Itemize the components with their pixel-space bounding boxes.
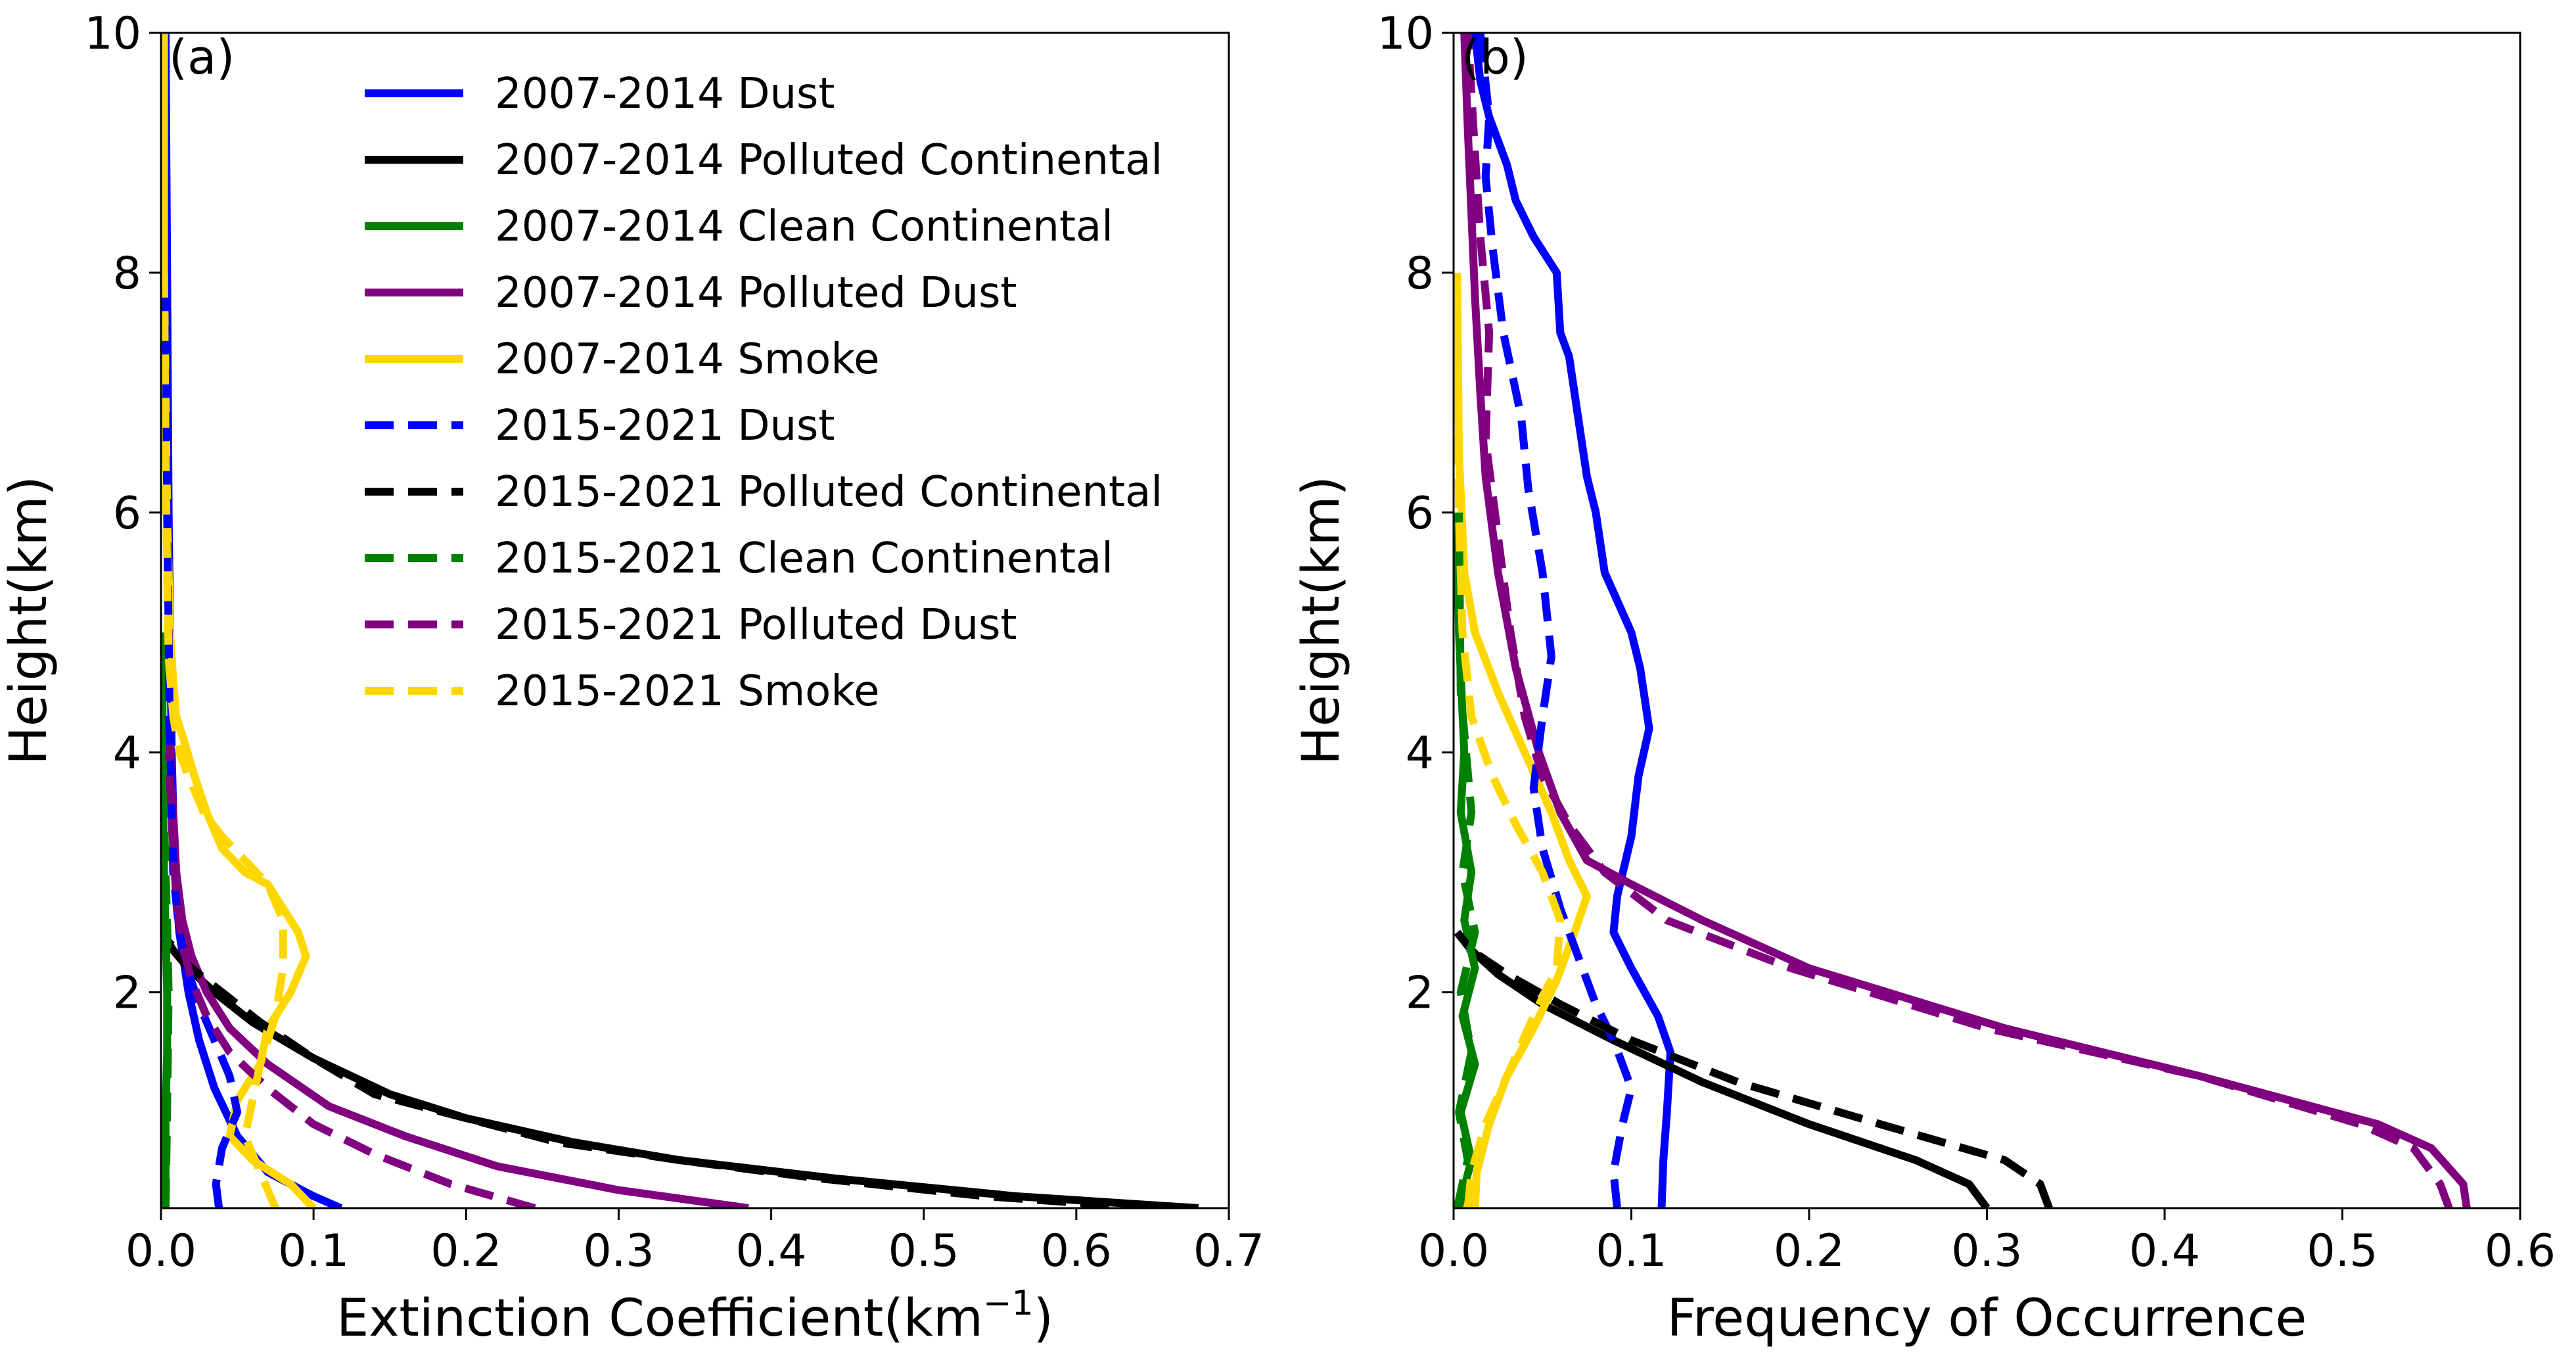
y-tick-label-a: 2 — [113, 968, 141, 1019]
panel-a-x-axis-label: Extinction Coefficient(km−1) — [336, 1284, 1053, 1348]
panel-a-label: (a) — [169, 30, 235, 85]
legend-label: 2015-2021 Clean Continental — [495, 534, 1113, 583]
plot-frame-a — [160, 32, 1230, 1209]
panel-b: 0.0 0.1 0.2 0.3 0.4 0.5 0.6 2 4 6 8 10 (b) Frequenc… — [1292, 8, 2556, 1348]
legend-item-2015-2021-polluted-dust: 2015-2021 Polluted Dust — [365, 601, 1017, 649]
legend-item-2007-2014-dust: 2007-2014 Dust — [365, 70, 835, 118]
legend-label: 2007-2014 Polluted Dust — [495, 269, 1017, 317]
legend-label: 2015-2021 Smoke — [495, 667, 879, 716]
x-tick-label-a: 0.3 — [583, 1225, 654, 1277]
legend-label: 2015-2021 Dust — [495, 402, 835, 450]
y-tick-label-b: 6 — [1406, 488, 1434, 540]
x-tick-label-a: 0.7 — [1193, 1225, 1264, 1277]
panel-b-y-axis-label: Height(km) — [1292, 476, 1351, 765]
panel-b-lines — [1454, 33, 2471, 1208]
legend-label: 2007-2014 Dust — [495, 70, 835, 118]
series-line-b-2015-2021-dust — [1476, 33, 1636, 1208]
y-tick-label-a: 10 — [84, 8, 141, 60]
x-tick-label-b: 0.2 — [1774, 1225, 1845, 1277]
y-tick-label-a: 6 — [113, 488, 141, 540]
series-line-a-2015-2021-polluted-dust — [164, 752, 536, 1208]
x-axis-label-suffix: ) — [1034, 1289, 1053, 1348]
series-line-b-2007-2014-dust — [1471, 33, 1674, 1208]
legend-item-2007-2014-smoke: 2007-2014 Smoke — [365, 335, 879, 384]
panel-b-label: (b) — [1461, 30, 1529, 85]
y-tick-label-a: 8 — [113, 248, 141, 300]
x-tick-label-a: 0.4 — [735, 1225, 806, 1277]
x-tick-label-a: 0.6 — [1041, 1225, 1112, 1277]
x-tick-label-b: 0.6 — [2485, 1225, 2556, 1277]
x-tick-label-a: 0.5 — [888, 1225, 959, 1277]
legend-item-2015-2021-smoke: 2015-2021 Smoke — [365, 667, 879, 716]
x-tick-label-b: 0.3 — [1951, 1225, 2022, 1277]
y-tick-label-b: 8 — [1406, 248, 1434, 300]
y-tick-label-a: 4 — [113, 728, 141, 780]
legend-label: 2007-2014 Smoke — [495, 335, 879, 384]
y-tick-label-b: 10 — [1377, 8, 1434, 60]
legend: 2007-2014 Dust 2007-2014 Polluted Contine… — [365, 70, 1162, 716]
x-tick-label-a: 0.2 — [430, 1225, 501, 1277]
series-line-b-2015-2021-polluted-continental — [1454, 929, 2053, 1208]
x-tick-label-b: 0.5 — [2307, 1225, 2378, 1277]
legend-item-2015-2021-clean-continental: 2015-2021 Clean Continental — [365, 534, 1113, 583]
panel-a-y-axis-label: Height(km) — [0, 476, 58, 765]
panel-b-axes: 0.0 0.1 0.2 0.3 0.4 0.5 0.6 2 4 6 8 10 — [1377, 8, 2556, 1277]
legend-item-2015-2021-polluted-continental: 2015-2021 Polluted Continental — [365, 468, 1162, 517]
x-tick-label-b: 0.0 — [1418, 1225, 1489, 1277]
x-tick-label-a: 0.1 — [278, 1225, 349, 1277]
panel-b-x-axis-label: Frequency of Occurrence — [1667, 1289, 2307, 1348]
legend-label: 2007-2014 Clean Continental — [495, 202, 1113, 251]
legend-label: 2015-2021 Polluted Dust — [495, 601, 1017, 649]
x-tick-label-b: 0.1 — [1596, 1225, 1667, 1277]
legend-label: 2015-2021 Polluted Continental — [495, 468, 1162, 517]
x-tick-label-b: 0.4 — [2129, 1225, 2200, 1277]
legend-label: 2007-2014 Polluted Continental — [495, 136, 1162, 185]
legend-item-2007-2014-clean-continental: 2007-2014 Clean Continental — [365, 202, 1113, 251]
panel-a-lines — [161, 33, 1199, 1208]
x-axis-label-prefix: Extinction Coefficient(km — [336, 1289, 983, 1348]
legend-item-2007-2014-polluted-dust: 2007-2014 Polluted Dust — [365, 269, 1017, 317]
series-line-a-2015-2021-dust — [162, 272, 242, 1208]
y-tick-label-b: 2 — [1406, 968, 1434, 1019]
series-line-a-2015-2021-clean-continental — [161, 752, 173, 1208]
y-tick-label-b: 4 — [1406, 728, 1434, 780]
series-line-b-2015-2021-smoke — [1454, 272, 1565, 1208]
panel-a-axes: 0.0 0.1 0.2 0.3 0.4 0.5 0.6 0.7 2 4 6 8 10 — [84, 8, 1264, 1277]
legend-item-2007-2014-polluted-continental: 2007-2014 Polluted Continental — [365, 136, 1162, 185]
x-axis-label-exponent: −1 — [983, 1284, 1034, 1323]
legend-item-2015-2021-dust: 2015-2021 Dust — [365, 402, 835, 450]
series-line-b-2015-2021-polluted-dust — [1463, 33, 2453, 1208]
series-line-a-2015-2021-smoke — [161, 272, 287, 1208]
x-tick-label-a: 0.0 — [126, 1225, 196, 1277]
panel-a: 0.0 0.1 0.2 0.3 0.4 0.5 0.6 0.7 2 4 6 8 10 (a) 2007-… — [0, 8, 1264, 1348]
